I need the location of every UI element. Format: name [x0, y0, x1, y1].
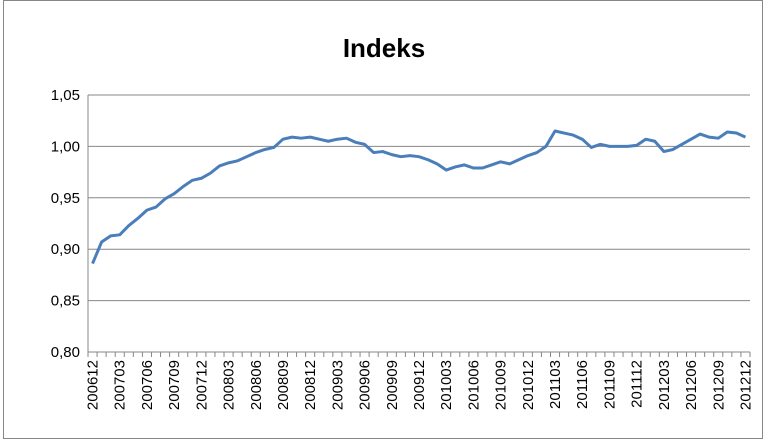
x-tick-label: 201006 [465, 360, 482, 410]
x-tick-label: 201003 [438, 360, 455, 410]
y-tick-label: 0,85 [51, 293, 80, 310]
x-tick-label: 201212 [737, 360, 754, 410]
x-tick-label: 200906 [357, 360, 374, 410]
chart-border [3, 0, 763, 439]
y-tick-label: 1,00 [51, 138, 80, 155]
x-tick-label: 200806 [248, 360, 265, 410]
x-tick-label: 200809 [275, 360, 292, 410]
x-tick-label: 201209 [710, 360, 727, 410]
x-tick-label: 200612 [85, 360, 102, 410]
x-tick-label: 200903 [329, 360, 346, 410]
chart-title: Indeks [343, 33, 425, 63]
x-tick-label: 200803 [221, 360, 238, 410]
x-tick-label: 201109 [601, 360, 618, 409]
x-tick-label: 201103 [547, 360, 564, 409]
x-tick-label: 200712 [193, 360, 210, 410]
x-tick-label: 200912 [411, 360, 428, 410]
x-tick-label: 201206 [683, 360, 700, 410]
x-tick-label: 201012 [520, 360, 537, 410]
y-tick-label: 1,05 [51, 87, 80, 104]
x-tick-label: 201112 [629, 360, 646, 408]
x-tick-label: 201203 [656, 360, 673, 410]
x-tick-label: 201106 [574, 360, 591, 409]
y-tick-label: 0,90 [51, 241, 80, 258]
data-line [91, 129, 747, 265]
x-tick-label: 200706 [139, 360, 156, 410]
x-tick-label: 200709 [166, 360, 183, 410]
x-tick-label: 200812 [302, 360, 319, 410]
x-tick-label: 200909 [384, 360, 401, 410]
y-tick-label: 0,80 [51, 344, 80, 361]
x-tick-label: 201009 [493, 360, 510, 410]
y-tick-label: 0,95 [51, 190, 80, 207]
x-tick-label: 200703 [112, 360, 129, 410]
